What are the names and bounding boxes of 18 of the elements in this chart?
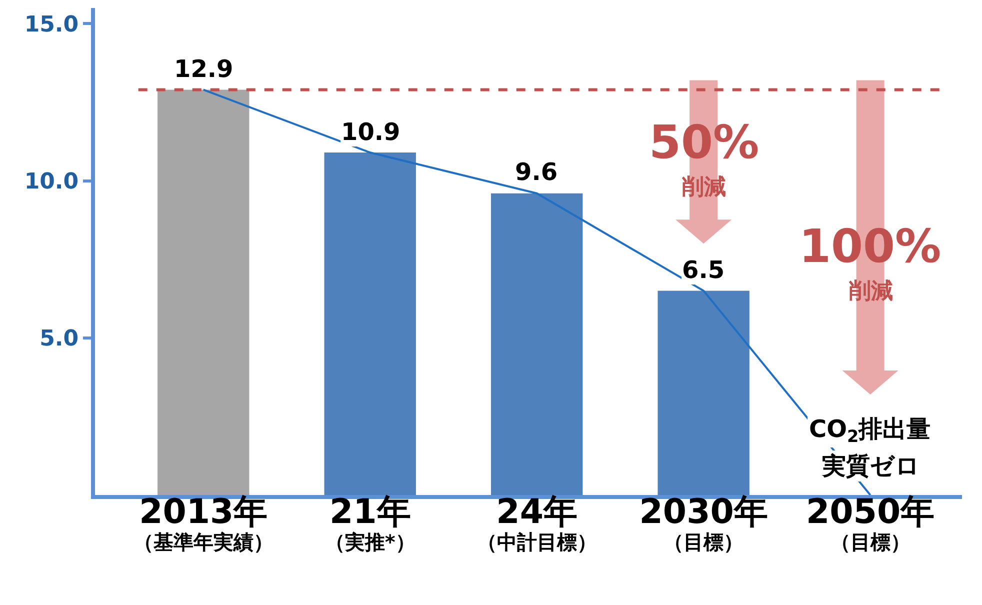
x-tick-label: 2013年（基準年実績） <box>133 492 274 554</box>
bar <box>158 90 250 495</box>
bar <box>658 290 750 495</box>
data-label: 9.6 <box>515 158 558 186</box>
x-tick-label: 21年（実推*） <box>324 492 416 554</box>
data-label: 10.9 <box>341 118 400 146</box>
data-label: 12.9 <box>174 55 234 83</box>
y-tick-label: 15.0 <box>24 12 79 38</box>
bar <box>324 152 416 495</box>
y-tick-label: 5.0 <box>40 326 79 352</box>
bar <box>490 193 583 495</box>
y-tick-label: 10.0 <box>24 170 79 195</box>
annotation: CO$_{2}$排出量 <box>809 415 931 446</box>
data-label: 6.5 <box>682 256 725 284</box>
annotation: 実質ゼロ <box>821 452 920 480</box>
x-tick-label: 24年（中計目標） <box>476 492 597 554</box>
x-tick-label: 2030年（目標） <box>639 492 768 554</box>
x-tick-label: 2050年（目標） <box>806 492 935 554</box>
